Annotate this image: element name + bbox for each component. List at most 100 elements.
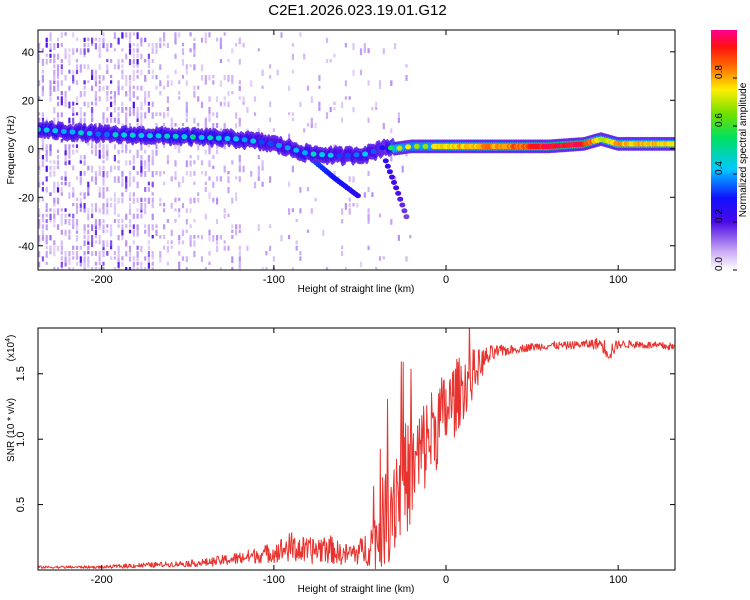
heatmap-cell [91, 165, 94, 173]
heatmap-cell [227, 101, 230, 108]
heatmap-cell [79, 203, 82, 208]
heatmap-cell [98, 64, 101, 70]
heatmap-cell [110, 224, 113, 232]
heatmap-cell [212, 112, 215, 116]
heatmap-cell [151, 75, 154, 79]
heatmap-cell [185, 171, 188, 176]
heatmap-cell [181, 203, 185, 209]
heatmap-cell [242, 96, 245, 103]
heatmap-cell [68, 69, 71, 74]
heatmap-cell [117, 107, 120, 111]
heatmap-cell [38, 126, 41, 132]
heatmap-cell [132, 155, 135, 161]
heatmap-cell [45, 213, 48, 217]
heatmap-cell [136, 171, 139, 175]
heatmap-cell [200, 37, 204, 43]
heatmap-cell [378, 256, 382, 261]
heatmap-cell [140, 213, 143, 219]
heatmap-cell [38, 149, 41, 155]
heatmap-cell [333, 53, 336, 58]
heatmap-cell [94, 37, 97, 41]
heatmap-cell [208, 117, 211, 122]
heatmap-cell [140, 208, 143, 213]
heatmap-cell [110, 240, 113, 246]
heatmap-cell [409, 235, 412, 239]
heatmap-cell [98, 251, 101, 258]
heatmap-cell [159, 91, 162, 96]
heatmap-cell [106, 59, 109, 63]
heatmap-cell [45, 251, 48, 258]
heatmap-cell [45, 219, 48, 223]
snr-panel: -200 -100 0 100 0.5 1.0 1.5 Height of straigh… [5, 327, 676, 595]
heatmap-cell [329, 59, 332, 63]
heatmap-cell [72, 48, 75, 56]
heatmap-cell [204, 213, 207, 220]
heatmap-cell [178, 235, 181, 241]
heatmap-cell [49, 80, 52, 86]
heatmap-cell [121, 176, 124, 183]
heatmap-cell [103, 131, 110, 137]
heatmap-cell [136, 85, 139, 91]
heatmap-cell [98, 219, 101, 226]
heatmap-cell [291, 267, 294, 270]
heatmap-cell [375, 267, 378, 270]
heatmap-cell [60, 187, 63, 193]
heatmap-cell [69, 129, 76, 135]
heatmap-cell [113, 101, 116, 106]
heatmap-cell [314, 197, 317, 202]
heatmap-cell [215, 135, 222, 141]
heatmap-cell [132, 48, 135, 53]
heatmap-cell [200, 64, 204, 72]
heatmap-cell [136, 75, 139, 79]
heatmap-cell [117, 197, 120, 204]
heatmap-cell [223, 75, 226, 81]
heatmap-cell [56, 197, 60, 205]
heatmap-cell [231, 224, 234, 229]
heatmap-cell [140, 197, 143, 203]
heatmap-cell [41, 219, 44, 223]
heatmap-cell [354, 193, 361, 199]
heatmap-cell [95, 131, 102, 137]
heatmap-cell [79, 69, 82, 73]
heatmap-cell [87, 139, 90, 146]
heatmap-cell [166, 112, 169, 118]
heatmap-cell [113, 251, 116, 255]
heatmap-cell [147, 107, 150, 113]
heatmap-cell [75, 149, 79, 153]
heatmap-cell [144, 267, 147, 270]
heatmap-cell [98, 139, 101, 146]
heatmap-cell [53, 43, 56, 50]
heatmap-cell [178, 208, 181, 213]
heatmap-cell [53, 59, 56, 64]
heatmap-cell [102, 37, 105, 44]
heatmap-cell [333, 107, 336, 111]
heatmap-cell [235, 176, 238, 180]
heatmap-cell [200, 235, 204, 240]
heatmap-cell [106, 203, 109, 208]
heatmap-cell [102, 144, 105, 150]
heatmap-cell [204, 181, 207, 186]
heatmap-cell [219, 267, 222, 270]
heatmap-cell [344, 43, 347, 48]
heatmap-cell [269, 75, 272, 79]
heatmap-cell [98, 192, 101, 198]
heatmap-cell [159, 251, 162, 258]
heatmap-cell [132, 91, 135, 98]
heatmap-cell [72, 203, 75, 207]
heatmap-cell [401, 208, 408, 214]
heatmap-cell [121, 85, 124, 91]
heatmap-cell [136, 32, 139, 40]
heatmap-cell [246, 107, 249, 113]
heatmap-cell [238, 155, 241, 162]
heatmap-cell [166, 96, 169, 104]
heatmap-cell [94, 181, 97, 185]
heatmap-cell [98, 96, 101, 102]
heatmap-cell [261, 85, 264, 89]
heatmap-cell [64, 261, 67, 267]
y-tick-label: 20 [22, 95, 34, 107]
heatmap-cell [75, 229, 79, 234]
snr-x-ticks: -200 -100 0 100 [91, 328, 627, 586]
heatmap-cell [94, 43, 97, 50]
heatmap-cell [223, 213, 226, 219]
heatmap-cell [170, 240, 173, 244]
